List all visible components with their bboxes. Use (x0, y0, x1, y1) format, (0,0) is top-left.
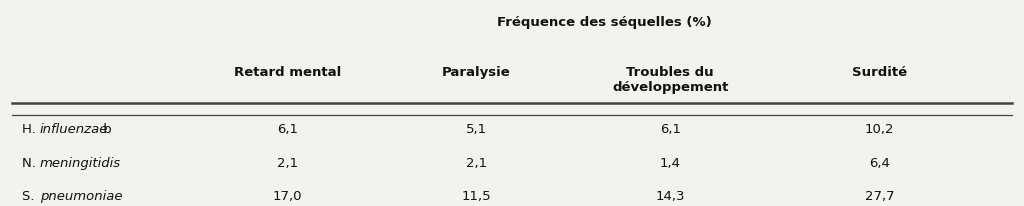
Text: Troubles du
développement: Troubles du développement (612, 66, 728, 94)
Text: 2,1: 2,1 (466, 157, 486, 170)
Text: 6,1: 6,1 (276, 123, 298, 136)
Text: Paralysie: Paralysie (442, 66, 511, 80)
Text: 6,4: 6,4 (869, 157, 890, 170)
Text: Surdité: Surdité (852, 66, 907, 80)
Text: 17,0: 17,0 (272, 190, 302, 202)
Text: 2,1: 2,1 (276, 157, 298, 170)
Text: Retard mental: Retard mental (233, 66, 341, 80)
Text: H.: H. (22, 123, 40, 136)
Text: S.: S. (22, 190, 39, 202)
Text: pneumoniae: pneumoniae (40, 190, 122, 202)
Text: 6,1: 6,1 (659, 123, 681, 136)
Text: 10,2: 10,2 (865, 123, 894, 136)
Text: 27,7: 27,7 (865, 190, 894, 202)
Text: influenzae: influenzae (40, 123, 108, 136)
Text: 1,4: 1,4 (659, 157, 681, 170)
Text: b: b (98, 123, 112, 136)
Text: N.: N. (22, 157, 40, 170)
Text: Fréquence des séquelles (%): Fréquence des séquelles (%) (497, 16, 712, 29)
Text: 11,5: 11,5 (462, 190, 492, 202)
Text: meningitidis: meningitidis (40, 157, 121, 170)
Text: 5,1: 5,1 (466, 123, 486, 136)
Text: 14,3: 14,3 (655, 190, 685, 202)
